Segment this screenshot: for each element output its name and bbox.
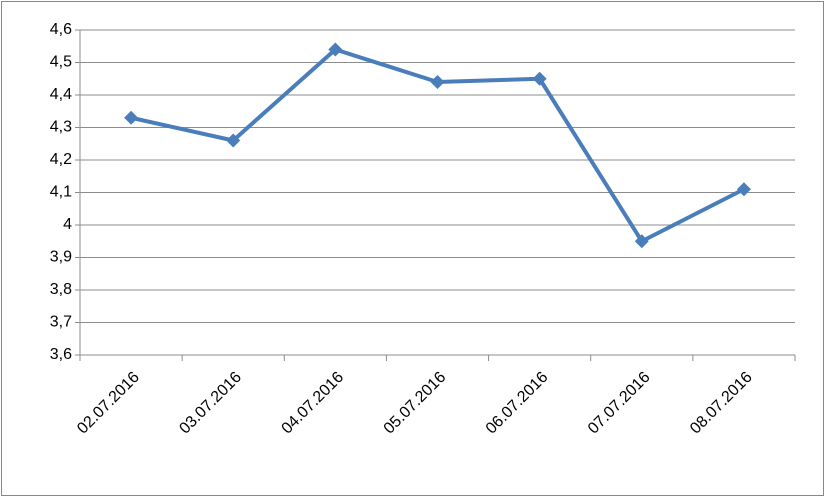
data-marker [532, 71, 547, 86]
y-tick-label: 4,4 [50, 86, 72, 103]
y-tick-label: 4,5 [50, 54, 72, 71]
y-tick-label: 4,1 [50, 184, 72, 201]
data-marker [634, 234, 649, 249]
y-tick-label: 4,3 [50, 119, 72, 136]
data-marker [226, 133, 241, 148]
y-tick-label: 3,7 [50, 314, 72, 331]
y-tick-label: 3,9 [50, 249, 72, 266]
y-tick-label: 4 [63, 216, 72, 233]
y-tick-label: 3,8 [50, 281, 72, 298]
y-tick-label: 4,6 [50, 21, 72, 38]
data-marker [430, 75, 445, 89]
y-tick-label: 3,6 [50, 346, 72, 363]
data-marker [736, 182, 751, 197]
y-tick-label: 4,2 [50, 151, 72, 168]
data-marker [124, 110, 139, 125]
data-marker [328, 42, 343, 57]
